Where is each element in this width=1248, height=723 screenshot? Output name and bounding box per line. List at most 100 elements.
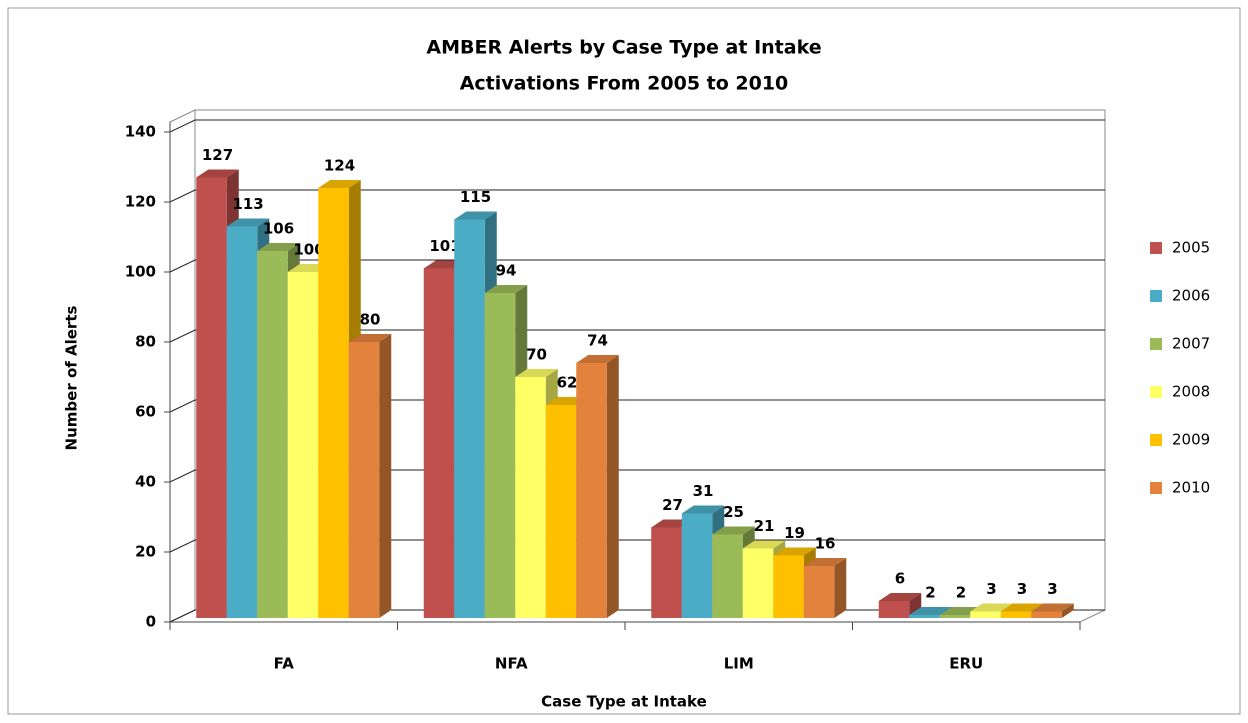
x-tick-label: ERU — [949, 655, 983, 673]
data-label: 74 — [587, 332, 608, 350]
y-tick-label: 40 — [135, 473, 156, 491]
bar — [939, 615, 971, 618]
grid-line — [169, 399, 1105, 413]
data-label: 19 — [784, 524, 805, 542]
data-label: 62 — [557, 374, 578, 392]
bar — [257, 251, 288, 618]
x-axis-title: Case Type at Intake — [541, 693, 707, 711]
data-label: 70 — [526, 346, 547, 364]
legend-swatch — [1150, 482, 1162, 494]
bar — [484, 293, 516, 618]
legend-label: 2005 — [1172, 239, 1210, 257]
chart-title: AMBER Alerts by Case Type at Intake — [426, 37, 821, 59]
y-tick-label: 0 — [146, 613, 156, 631]
bar-top — [970, 603, 1013, 612]
grid-line — [169, 189, 1105, 203]
x-tick-label: LIM — [724, 655, 754, 673]
data-label: 101 — [429, 237, 460, 255]
bar-top — [1000, 603, 1044, 612]
legend-label: 2007 — [1172, 335, 1210, 353]
bar-top — [257, 243, 300, 251]
bar-top — [1031, 603, 1074, 612]
bar-top — [742, 540, 786, 549]
data-label: 115 — [460, 188, 491, 206]
bar-top — [773, 547, 816, 556]
bar-top — [576, 355, 619, 363]
bar — [909, 615, 940, 618]
legend-swatch — [1150, 290, 1162, 302]
x-tick-label: FA — [274, 655, 295, 673]
data-label: 106 — [263, 220, 294, 238]
bar — [454, 219, 485, 618]
bar-top — [226, 218, 270, 227]
data-label: 2 — [956, 584, 966, 602]
y-axis-title: Number of Alerts — [63, 306, 81, 451]
data-label: 124 — [324, 157, 355, 175]
legend-swatch — [1150, 434, 1162, 446]
data-label: 27 — [662, 496, 683, 514]
bar-side — [606, 355, 619, 618]
data-label: 80 — [360, 311, 381, 329]
data-label: 3 — [986, 580, 996, 598]
side-wall — [169, 109, 196, 623]
bar-side — [379, 334, 392, 618]
data-label: 94 — [496, 262, 517, 280]
y-tick-label: 60 — [135, 403, 156, 421]
bar-top — [318, 180, 361, 188]
legend-swatch — [1150, 338, 1162, 350]
bar — [970, 611, 1001, 618]
data-label: 3 — [1017, 580, 1027, 598]
bar — [803, 566, 835, 618]
bar — [515, 377, 546, 618]
y-tick-label: 120 — [125, 193, 156, 211]
bar — [681, 513, 713, 618]
bar-top — [803, 558, 847, 566]
bar — [651, 527, 682, 618]
bar-top — [712, 526, 755, 535]
bar-top — [196, 169, 239, 178]
bar — [287, 272, 319, 618]
grid-line — [169, 329, 1105, 343]
bar — [742, 548, 774, 618]
bar — [576, 363, 607, 618]
data-label: 127 — [202, 146, 233, 164]
bar-top — [909, 607, 952, 615]
bar-top — [878, 593, 922, 601]
y-tick-label: 20 — [135, 543, 156, 561]
bar — [1031, 611, 1062, 618]
bar — [348, 342, 380, 618]
bar-side — [1061, 603, 1074, 618]
legend-swatch — [1150, 242, 1162, 254]
data-label: 25 — [723, 503, 744, 521]
bar-top — [515, 369, 558, 377]
bar-top — [484, 285, 528, 293]
y-tick-label: 80 — [135, 333, 156, 351]
chart-subtitle: Activations From 2005 to 2010 — [460, 73, 789, 95]
data-label: 21 — [754, 517, 775, 535]
data-label: 2 — [925, 584, 935, 602]
bar — [878, 601, 910, 618]
legend-swatch — [1150, 386, 1162, 398]
data-label: 100 — [293, 241, 324, 259]
bar — [1000, 611, 1032, 618]
bar — [773, 555, 804, 618]
data-label: 3 — [1047, 580, 1057, 598]
legend-label: 2006 — [1172, 287, 1210, 305]
legend-label: 2009 — [1172, 431, 1210, 449]
legend-label: 2010 — [1172, 479, 1210, 497]
bar — [545, 405, 577, 618]
bar — [226, 226, 258, 618]
bar — [712, 534, 743, 618]
grid-line — [169, 539, 1105, 553]
bar — [196, 177, 227, 618]
legend-label: 2008 — [1172, 383, 1210, 401]
y-tick-label: 140 — [125, 123, 156, 141]
grid-line — [169, 119, 1105, 133]
grid-line — [169, 469, 1105, 483]
y-tick-label: 100 — [125, 263, 156, 281]
bar — [318, 188, 349, 618]
data-label: 6 — [895, 570, 905, 588]
bar-top — [348, 334, 392, 342]
bar-top — [454, 211, 497, 220]
